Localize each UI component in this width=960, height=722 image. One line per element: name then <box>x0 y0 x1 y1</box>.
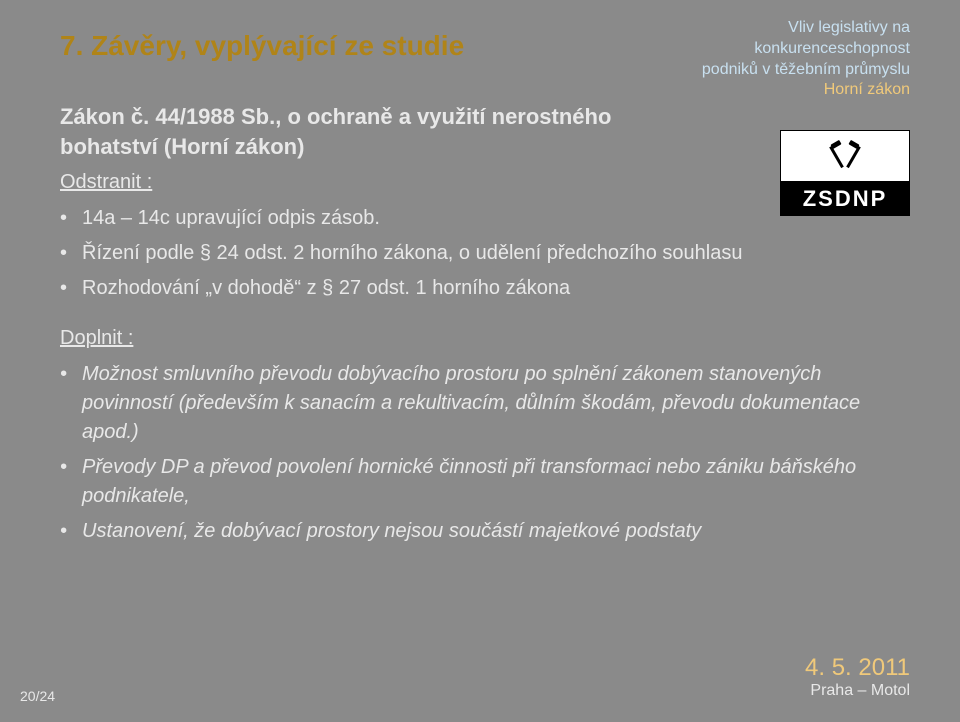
list-item: Rozhodování „v dohodě“ z § 27 odst. 1 ho… <box>60 274 910 303</box>
add-heading: Doplnit : <box>60 327 910 350</box>
context-line: Vliv legislativy na <box>702 18 910 39</box>
header-context: Vliv legislativy na konkurenceschopnost … <box>702 18 910 101</box>
remove-list: 14a – 14c upravující odpis zásob. Řízení… <box>60 204 910 303</box>
slide: 7. Závěry, vyplývající ze studie Vliv le… <box>0 0 960 722</box>
add-list: Možnost smluvního převodu dobývacího pro… <box>60 360 910 546</box>
list-item-text: Možnost smluvního převodu dobývacího pro… <box>82 363 860 443</box>
list-item: Převody DP a převod povolení hornické či… <box>60 453 910 511</box>
law-number-text: Zákon č. 44/1988 Sb. <box>60 104 275 129</box>
zsdnp-logo: ZSDNP <box>780 130 910 216</box>
law-number: Zákon č. 44/1988 Sb., o ochraně a využit… <box>60 102 660 161</box>
list-item-text: Řízení podle § 24 odst. 2 horního zákona… <box>82 242 742 264</box>
context-line-accent: Horní zákon <box>702 80 910 101</box>
list-item-text: Rozhodování „v dohodě“ z § 27 odst. 1 ho… <box>82 277 570 299</box>
list-item: Možnost smluvního převodu dobývacího pro… <box>60 360 910 447</box>
context-line: podniků v těžebním průmyslu <box>702 60 910 81</box>
logo-hammers-icon <box>780 130 910 182</box>
context-line: konkurenceschopnost <box>702 39 910 60</box>
list-item-text: Ustanovení, že dobývací prostory nejsou … <box>82 520 701 542</box>
footer-date: 4. 5. 2011 <box>805 654 910 682</box>
list-item: 14a – 14c upravující odpis zásob. <box>60 204 910 233</box>
list-item: Ustanovení, že dobývací prostory nejsou … <box>60 517 910 546</box>
list-item-text: Převody DP a převod povolení hornické či… <box>82 456 856 507</box>
page-number: 20/24 <box>20 688 55 704</box>
footer-place: Praha – Motol <box>805 682 910 700</box>
list-item-text: 14a – 14c upravující odpis zásob. <box>82 207 380 229</box>
footer-right: 4. 5. 2011 Praha – Motol <box>805 654 910 700</box>
list-item: Řízení podle § 24 odst. 2 horního zákona… <box>60 239 910 268</box>
